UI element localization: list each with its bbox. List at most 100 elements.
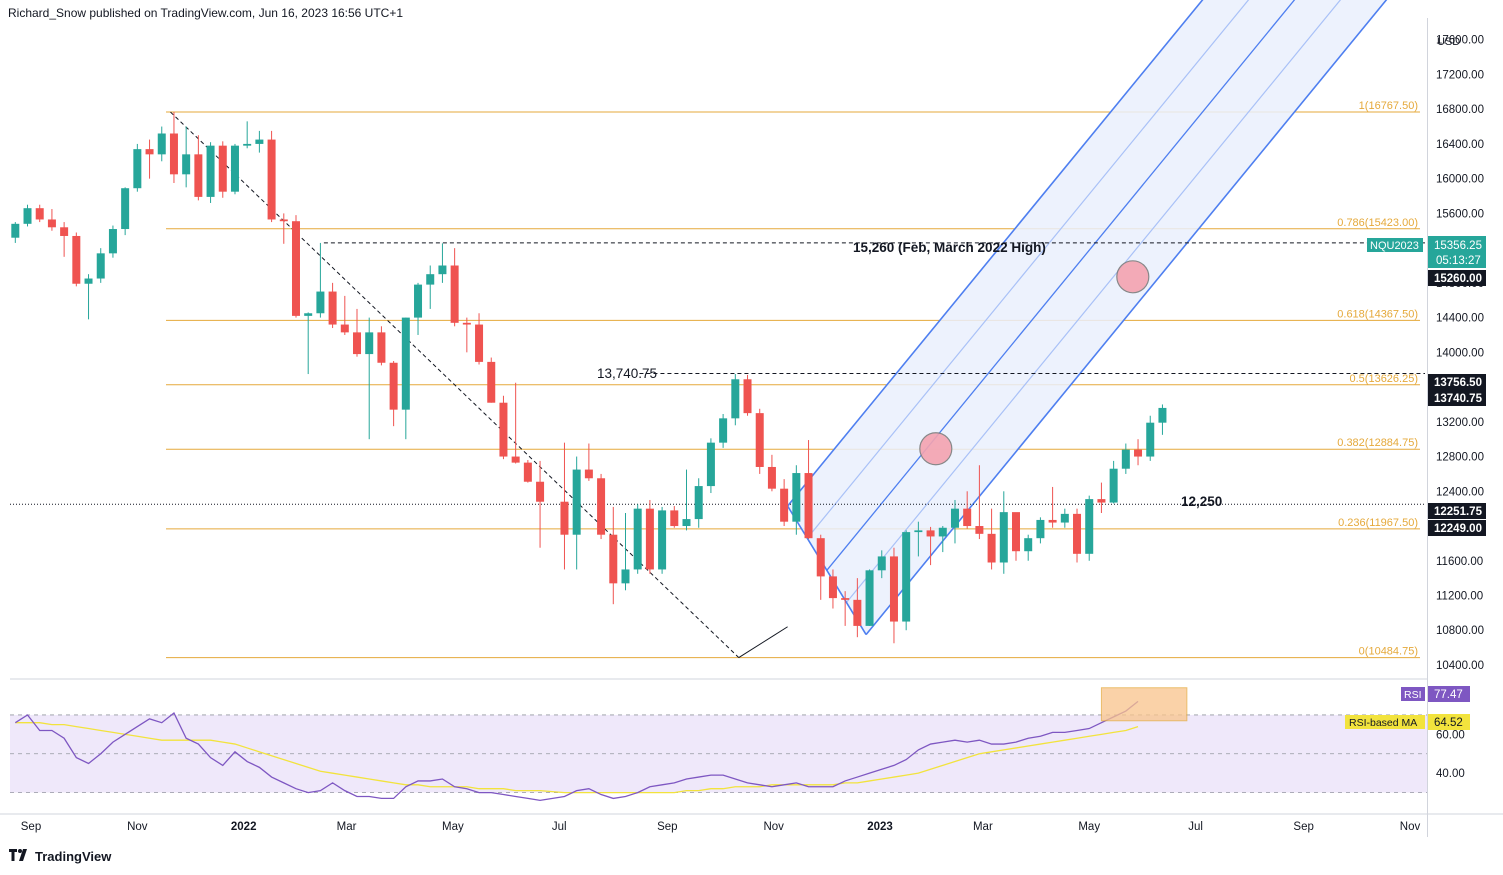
candle-body — [609, 534, 618, 584]
fib-level-label: 1(16767.50) — [1359, 100, 1418, 112]
pitchfork-channel[interactable] — [786, 0, 1425, 636]
candle-body — [218, 145, 227, 192]
trend-lines[interactable] — [10, 111, 1425, 659]
time-tick-label: Mar — [337, 821, 357, 833]
candle-body — [23, 208, 32, 224]
candle-body — [926, 530, 935, 537]
candle-body — [279, 219, 288, 222]
candle-body — [60, 227, 69, 236]
channel-touch-marker — [1116, 260, 1150, 294]
candle-body — [328, 291, 337, 325]
candle-body — [1097, 499, 1106, 503]
candle-body — [340, 324, 349, 333]
candle-body — [658, 510, 667, 570]
candle-body — [353, 332, 362, 355]
svg-text:15260.00: 15260.00 — [1434, 273, 1482, 285]
candles — [11, 112, 1167, 644]
price-tick-label: 14000.00 — [1436, 347, 1484, 359]
channel-inner-line — [806, 0, 1250, 539]
candle-body — [35, 208, 44, 220]
svg-text:RSI-based MA: RSI-based MA — [1349, 717, 1417, 729]
fib-level-label: 0.382(12884.75) — [1337, 437, 1418, 449]
time-tick-label: May — [1078, 821, 1100, 833]
candle-body — [804, 473, 813, 539]
time-tick-label: Sep — [657, 821, 677, 833]
candle-body — [1158, 407, 1167, 423]
candle-body — [865, 570, 874, 626]
time-tick-label: Jul — [552, 821, 567, 833]
candle-body — [755, 413, 764, 467]
candle-body — [877, 556, 886, 571]
rsi-tick-label: 40.00 — [1436, 768, 1465, 780]
candle-body — [999, 512, 1008, 563]
svg-text:12251.75: 12251.75 — [1434, 506, 1483, 518]
feb-march-high-annotation: 15,260 (Feb, March 2022 High) — [853, 240, 1046, 255]
fibonacci-levels[interactable]: 1(16767.50) 0.786(15423.00) 0.618(14367.50… — [166, 100, 1420, 659]
candle-body — [1036, 519, 1045, 539]
price-tick-label: 16000.00 — [1436, 174, 1484, 186]
candle-body — [584, 469, 593, 479]
time-tick-label: 2023 — [867, 821, 893, 833]
downtrend-line — [170, 111, 740, 658]
currency-label: USD — [1437, 36, 1460, 48]
aug-high-annotation: 13,740.75 — [597, 366, 657, 381]
level-badge-13740: 13740.75 — [1428, 390, 1486, 406]
rsi-line — [14, 700, 1139, 802]
candle-body — [365, 332, 374, 355]
price-tick-label: 13200.00 — [1436, 417, 1484, 429]
candle-body — [72, 235, 81, 284]
candle-body — [1060, 513, 1069, 523]
bottom-link-line — [738, 626, 788, 659]
level-12250-annotation: 12,250 — [1181, 494, 1222, 509]
candle-body — [792, 473, 801, 522]
candle-body — [475, 324, 484, 362]
channel-touch-marker — [919, 432, 953, 466]
candle-body — [1121, 449, 1130, 469]
candle-body — [780, 488, 789, 522]
candle-body — [401, 317, 410, 410]
candle-body — [426, 274, 435, 285]
candle-body — [536, 481, 545, 502]
markers — [919, 260, 1150, 466]
fib-level-label: 0(10484.75) — [1359, 646, 1418, 658]
candle-body — [462, 322, 471, 325]
candle-body — [694, 486, 703, 520]
candle-body — [206, 145, 215, 197]
rsi-ma-line — [15, 722, 1139, 794]
svg-text:12249.00: 12249.00 — [1434, 523, 1482, 535]
candle-body — [1085, 499, 1094, 554]
candle-body — [108, 229, 117, 254]
candle-body — [230, 145, 239, 192]
candle-body — [1012, 512, 1020, 552]
candle-body — [523, 462, 532, 482]
price-tick-label: 11200.00 — [1436, 591, 1483, 603]
candle-body — [377, 332, 386, 363]
rsi-band — [10, 714, 1427, 793]
svg-text:64.52: 64.52 — [1434, 717, 1463, 729]
candle-body — [743, 379, 752, 414]
price-tick-label: 17200.00 — [1436, 69, 1484, 81]
svg-text:77.47: 77.47 — [1434, 689, 1463, 701]
price-tick-label: 16400.00 — [1436, 139, 1484, 151]
axes: 17600.00 17200.00 16800.00 16400.00 16000.00… — [0, 18, 1503, 837]
fib-level-label: 0.236(11967.50) — [1338, 517, 1418, 529]
fib-level-label: 0.786(15423.00) — [1337, 217, 1418, 229]
candle-body — [938, 527, 947, 537]
price-tick-label: 11600.00 — [1436, 556, 1483, 568]
price-tick-label: 14400.00 — [1436, 313, 1484, 325]
candle-body — [169, 133, 178, 175]
candle-body — [182, 154, 191, 175]
attribution-header: Richard_Snow published on TradingView.co… — [8, 6, 404, 20]
level-badge-13756: 13756.50 — [1428, 374, 1486, 390]
svg-text:15356.25: 15356.25 — [1434, 240, 1482, 252]
candle-body — [255, 139, 264, 144]
candle-body — [1134, 449, 1143, 457]
tradingview-footer[interactable]: TradingView — [9, 849, 111, 864]
price-tick-label: 16800.00 — [1436, 104, 1484, 116]
candle-body — [621, 569, 630, 584]
channel-upper-line — [787, 0, 1204, 507]
candle-body — [133, 149, 142, 189]
candle-body — [450, 265, 459, 323]
candle-body — [853, 599, 862, 626]
